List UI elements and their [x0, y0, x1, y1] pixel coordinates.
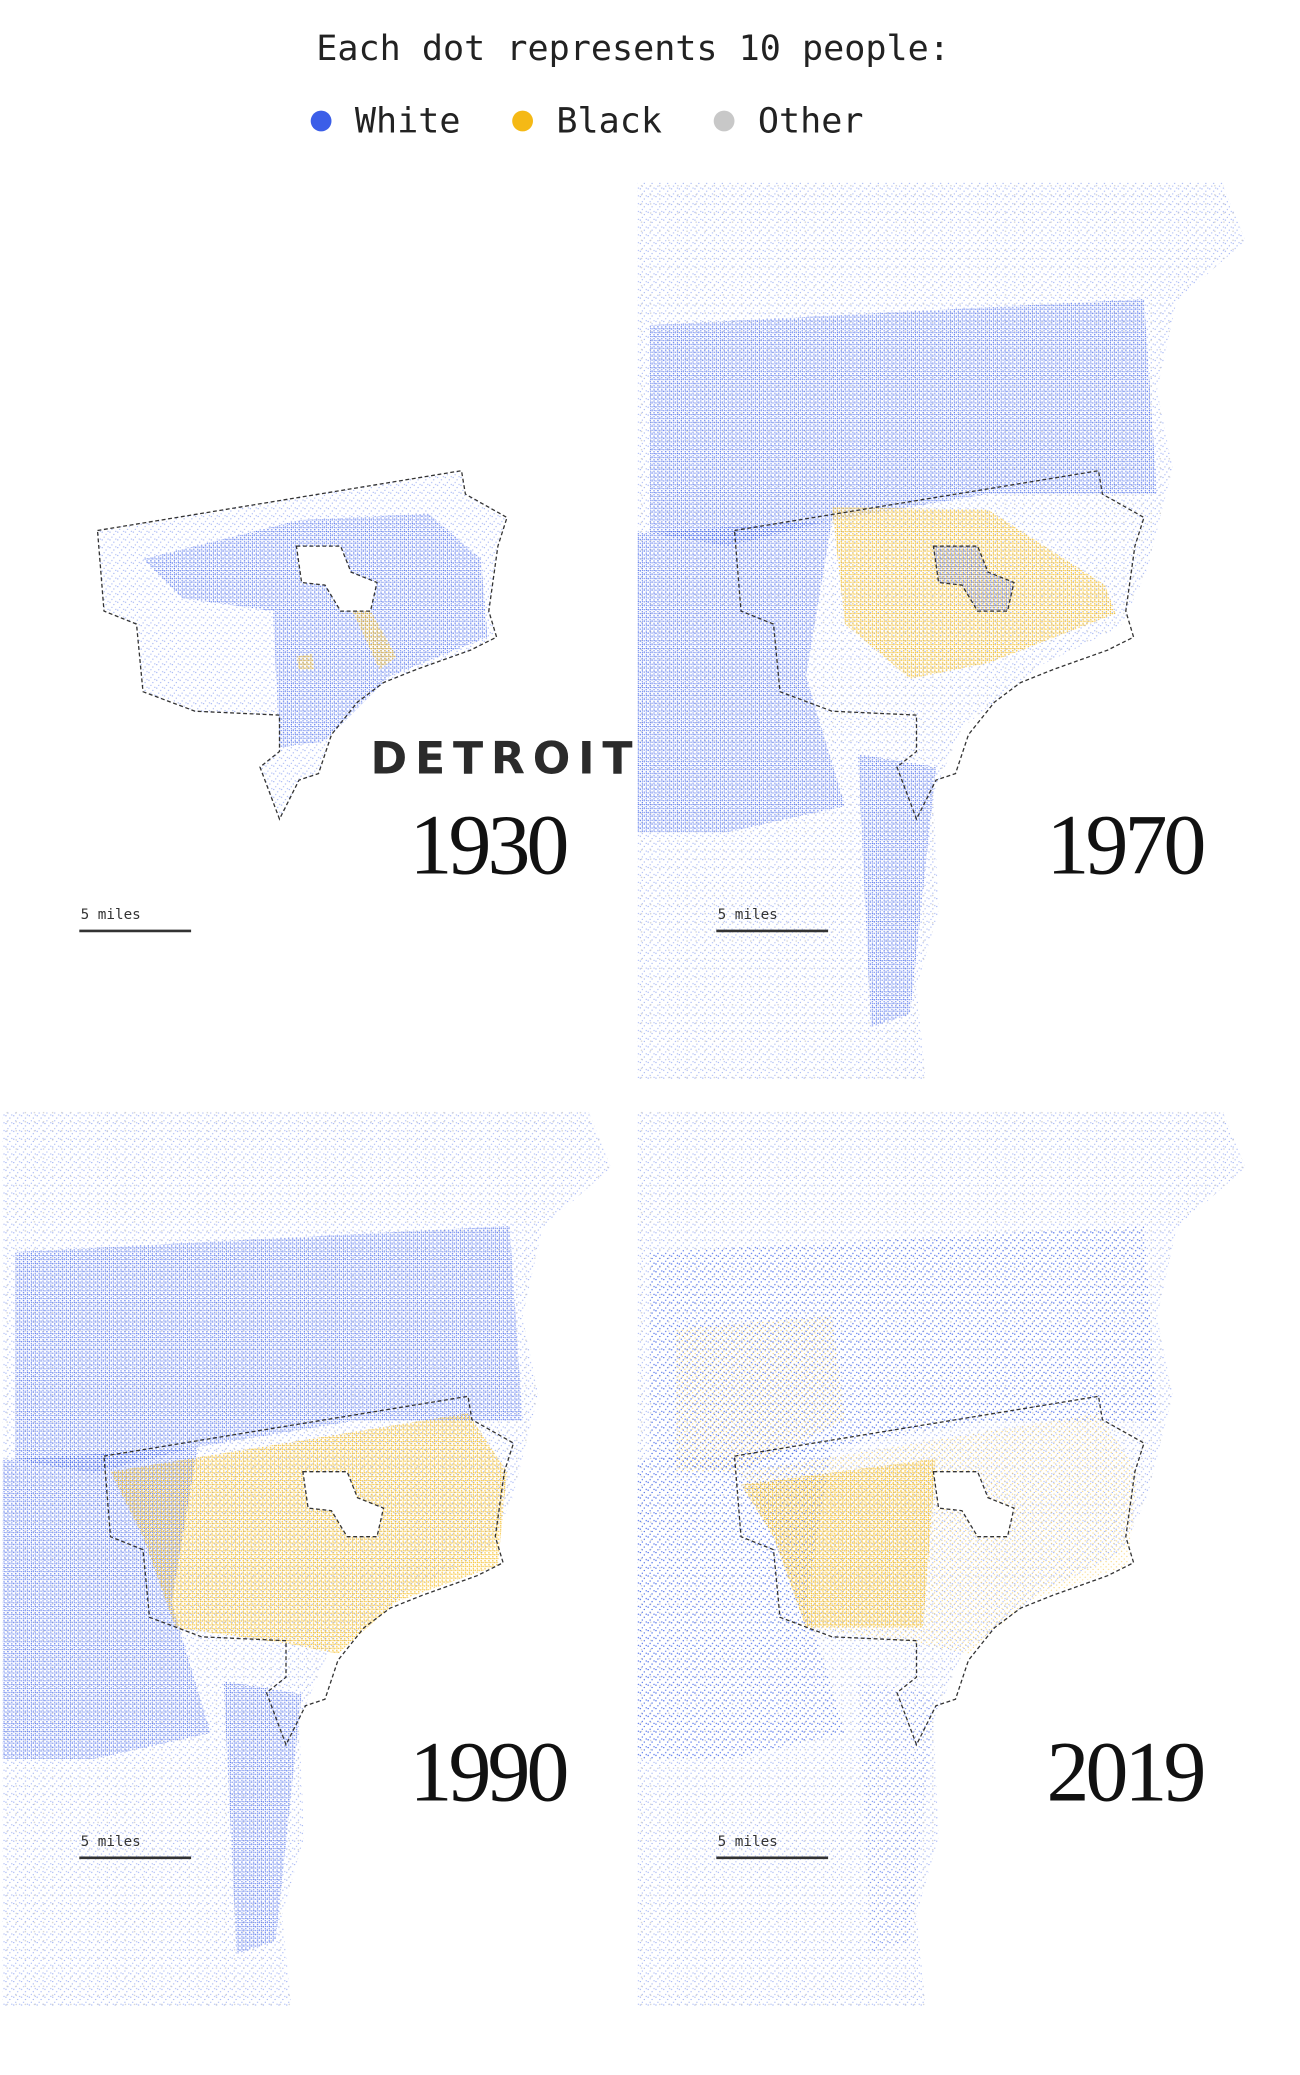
white-area [15, 1226, 523, 1473]
year-label: 1970 [1047, 798, 1204, 893]
legend-dot [713, 110, 735, 132]
region [2, 1111, 611, 2006]
black-area [110, 1413, 507, 1654]
enclave [933, 1471, 1014, 1537]
year-label: 2019 [1047, 1725, 1204, 1820]
map-panel [2, 1111, 611, 2006]
enclave-boundary [932, 1471, 1015, 1538]
scale-label: 5 miles [81, 1834, 141, 1850]
white-area [223, 1681, 302, 1954]
white-area [650, 299, 1157, 547]
legend-dot [512, 110, 533, 132]
legend-label: White [355, 101, 461, 142]
black-area [296, 654, 315, 670]
city [676, 1315, 1145, 1747]
white-area [858, 754, 936, 1028]
black-area [741, 1458, 936, 1628]
legend-label: Black [556, 101, 662, 142]
scale-label: 5 miles [81, 907, 141, 923]
black-area [676, 1315, 845, 1472]
scale-label: 5 miles [718, 1834, 778, 1850]
legend-dot [310, 110, 332, 132]
title: Each dot represents 10 people: [316, 28, 950, 69]
scale-label: 5 miles [718, 907, 778, 923]
enclave-boundary [932, 545, 1015, 612]
map-panel [96, 469, 508, 821]
region [637, 182, 1246, 1080]
white-area [637, 520, 845, 833]
legend: White Black Other [310, 101, 864, 142]
enclave-boundary [302, 1471, 385, 1538]
city [733, 469, 1145, 821]
enclave [933, 546, 1014, 612]
city [103, 1395, 515, 1747]
white-area [858, 1681, 936, 1954]
map-panel [637, 182, 1246, 1080]
enclave [296, 546, 377, 612]
white-area [143, 513, 488, 748]
panels: DETROIT 1930 5 miles 1970 5 miles 1990 5 miles… [2, 182, 1246, 2006]
enclave [302, 1471, 384, 1537]
map-panel [637, 1111, 1246, 2006]
city-label: DETROIT [371, 734, 641, 785]
enclave-boundary [295, 545, 378, 612]
legend-label: Other [758, 101, 864, 142]
year-label: 1990 [410, 1725, 567, 1820]
year-label: 1930 [410, 798, 567, 893]
